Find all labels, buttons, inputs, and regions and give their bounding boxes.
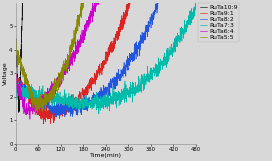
- RuTa5:5: [75, 33, 79, 34]
- RuTa6:4: [81, 32, 84, 33]
- Line: RuTa7:3: RuTa7:3: [16, 3, 196, 114]
- RuTa9:1: [27, 92, 30, 94]
- RuTa5:5: [62, 71, 66, 73]
- RuTa9:1: [129, 1, 132, 3]
- RuTa8:2: [57, 119, 60, 121]
- RuTa8:2: [77, 114, 80, 115]
- Line: RuTa6:4: RuTa6:4: [16, 0, 100, 117]
- RuTa8:2: [125, 63, 129, 65]
- RuTa9:1: [14, 77, 17, 79]
- RuTa10:9: [14, 44, 18, 46]
- RuTa8:2: [112, 85, 115, 86]
- RuTa6:4: [68, 58, 72, 60]
- RuTa7:3: [194, 7, 197, 9]
- RuTa10:9: [16, 92, 20, 94]
- RuTa7:3: [75, 113, 78, 115]
- RuTa8:2: [29, 94, 32, 95]
- RuTa9:1: [96, 71, 99, 73]
- RuTa5:5: [39, 111, 42, 113]
- RuTa9:1: [54, 123, 57, 125]
- RuTa7:3: [92, 102, 96, 104]
- RuTa6:4: [14, 73, 17, 75]
- RuTa9:1: [44, 116, 47, 118]
- RuTa5:5: [75, 28, 79, 30]
- RuTa10:9: [17, 114, 20, 116]
- RuTa9:1: [113, 42, 116, 44]
- RuTa7:3: [192, 2, 196, 4]
- RuTa10:9: [15, 54, 18, 56]
- RuTa9:1: [63, 105, 66, 107]
- RuTa5:5: [41, 107, 44, 109]
- Line: RuTa5:5: RuTa5:5: [16, 0, 85, 112]
- Y-axis label: Voltage: Voltage: [3, 61, 8, 85]
- RuTa8:2: [14, 81, 17, 83]
- RuTa7:3: [109, 103, 112, 105]
- RuTa7:3: [113, 100, 116, 102]
- X-axis label: Time(min): Time(min): [90, 153, 122, 158]
- RuTa6:4: [73, 56, 76, 58]
- RuTa7:3: [14, 94, 17, 96]
- RuTa7:3: [44, 93, 48, 95]
- RuTa5:5: [19, 67, 22, 69]
- RuTa9:1: [100, 68, 104, 70]
- RuTa6:4: [56, 85, 59, 87]
- RuTa7:3: [75, 101, 78, 103]
- RuTa6:4: [37, 104, 40, 106]
- Line: RuTa10:9: RuTa10:9: [16, 0, 24, 115]
- RuTa10:9: [16, 77, 19, 79]
- Line: RuTa8:2: RuTa8:2: [16, 0, 158, 120]
- RuTa8:2: [72, 105, 75, 107]
- RuTa6:4: [29, 116, 33, 118]
- RuTa10:9: [14, 39, 17, 41]
- Line: RuTa9:1: RuTa9:1: [16, 0, 130, 124]
- RuTa6:4: [74, 55, 77, 57]
- RuTa7:3: [38, 101, 41, 103]
- Legend: RuTa10:9, RuTa9:1, RuTa8:2, RuTa7:3, RuTa6:4, RuTa5:5: RuTa10:9, RuTa9:1, RuTa8:2, RuTa7:3, RuT…: [198, 3, 239, 42]
- RuTa5:5: [14, 53, 17, 55]
- RuTa5:5: [46, 89, 49, 91]
- RuTa8:2: [128, 60, 131, 62]
